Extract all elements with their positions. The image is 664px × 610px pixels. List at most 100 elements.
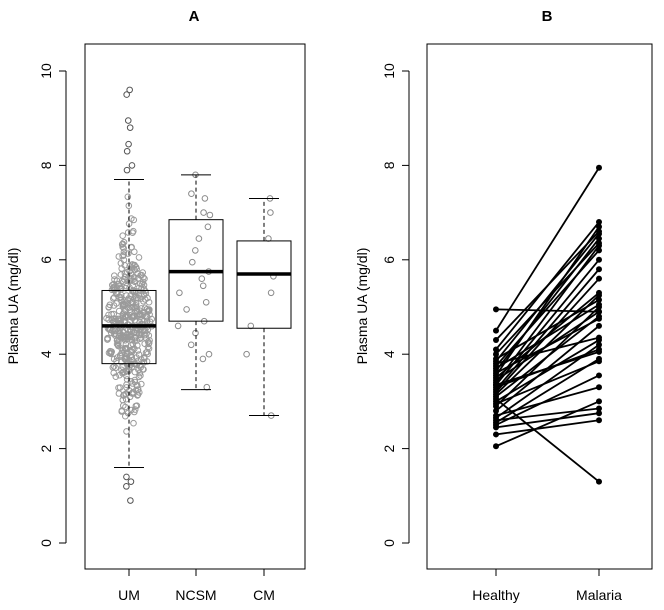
um-data-point [118, 366, 125, 374]
um-data-point [120, 251, 127, 259]
cm-data-point [267, 289, 275, 297]
malaria-data-point [596, 308, 602, 315]
um-data-point [131, 288, 138, 296]
um-data-point [115, 390, 123, 397]
healthy-data-point [493, 422, 499, 428]
um-data-point [131, 368, 139, 376]
um-data-point [111, 272, 118, 280]
healthy-data-point [493, 355, 499, 362]
malaria-data-point [596, 275, 602, 282]
um-data-point [108, 348, 115, 356]
malaria-data-point [596, 405, 602, 412]
um-data-point [122, 313, 130, 320]
um-data-point [131, 406, 139, 413]
um-data-point [125, 140, 132, 148]
um-data-point [131, 333, 138, 341]
um-data-point [136, 311, 144, 319]
ncsm-data-point [206, 211, 214, 219]
um-data-point [115, 280, 122, 288]
panel-a-x-tick-label: UM [118, 587, 140, 603]
malaria-data-point [596, 372, 602, 379]
um-data-point [123, 147, 131, 155]
cm-data-point [243, 350, 250, 358]
healthy-data-point [493, 431, 499, 438]
um-data-point [104, 335, 112, 342]
panel-b-x-tick-label: Malaria [576, 587, 622, 603]
malaria-data-point [596, 384, 602, 391]
pair-line [495, 339, 600, 403]
um-data-point [120, 238, 128, 246]
um-data-point [128, 348, 136, 356]
um-data-point [124, 117, 132, 124]
pair-line [495, 315, 600, 398]
um-data-point [124, 276, 131, 284]
um-data-point [126, 124, 134, 131]
um-data-point [139, 269, 146, 276]
pair-line [495, 336, 600, 365]
um-data-point [119, 332, 127, 339]
um-data-point [143, 313, 151, 320]
cm-box [236, 240, 292, 329]
malaria-data-point [596, 417, 602, 424]
pair-line [495, 318, 600, 374]
ncsm-data-point [187, 341, 195, 349]
um-data-point [114, 341, 122, 349]
pair-line [495, 398, 600, 483]
malaria-data-point [596, 478, 602, 485]
panel-a-plot-frame [84, 43, 306, 570]
um-data-point [118, 358, 125, 366]
ncsm-data-point [192, 247, 199, 254]
malaria-data-point [596, 164, 602, 171]
ncsm-data-point [189, 258, 196, 266]
panel-b-x-axis: Healthy Malaria [472, 568, 622, 603]
um-data-point [129, 229, 136, 236]
malaria-data-point [596, 348, 602, 355]
um-data-point [121, 317, 129, 325]
um-data-point [124, 229, 132, 236]
malaria-data-point [596, 266, 602, 273]
panel-b-y-tick-label: 6 [381, 256, 397, 264]
ncsm-data-point [204, 223, 212, 231]
um-data-point [140, 298, 147, 305]
ncsm-data-point [176, 289, 183, 297]
healthy-data-point [493, 337, 499, 344]
panel-a-y-tick-label: 10 [38, 63, 54, 79]
um-data-point [133, 294, 140, 302]
um-data-point [123, 483, 130, 490]
healthy-data-point [493, 412, 499, 419]
pair-line [495, 360, 600, 405]
um-data-point [127, 292, 134, 299]
panel-a-boxes [101, 174, 292, 468]
um-data-point [122, 412, 129, 420]
um-data-point [111, 276, 118, 283]
healthy-data-point [493, 396, 499, 403]
ncsm-data-point [199, 282, 207, 290]
um-data-point [122, 284, 129, 292]
um-data-point [146, 337, 153, 344]
pair-line [495, 226, 600, 376]
malaria-data-point [596, 240, 602, 247]
malaria-data-point [596, 334, 602, 341]
pair-line [495, 308, 600, 313]
um-data-point [133, 303, 140, 311]
um-data-point [143, 330, 150, 337]
ncsm-data-point [188, 190, 195, 197]
um-data-point [123, 428, 130, 435]
panel-b-y-axis: 0 2 4 6 8 10 [381, 63, 410, 547]
pair-line [495, 230, 600, 341]
um-data-point [123, 268, 131, 276]
ncsm-data-point [183, 306, 190, 313]
panel-a-y-axis: 0 2 4 6 8 10 [38, 63, 67, 547]
um-data-point [117, 291, 125, 299]
um-data-point [133, 265, 140, 273]
panel-a-points [103, 86, 277, 504]
pair-line [495, 249, 600, 367]
panel-b: B 0 2 4 6 8 10 Plasma UA (mg/dl) Healthy Malar… [354, 8, 653, 603]
panel-a-y-tick-label: 2 [38, 444, 54, 452]
panel-b-y-tick-label: 2 [381, 444, 397, 452]
malaria-data-point [596, 228, 602, 235]
panel-a-y-tick-label: 6 [38, 256, 54, 264]
um-data-point [134, 382, 141, 389]
ncsm-data-point [202, 299, 210, 306]
